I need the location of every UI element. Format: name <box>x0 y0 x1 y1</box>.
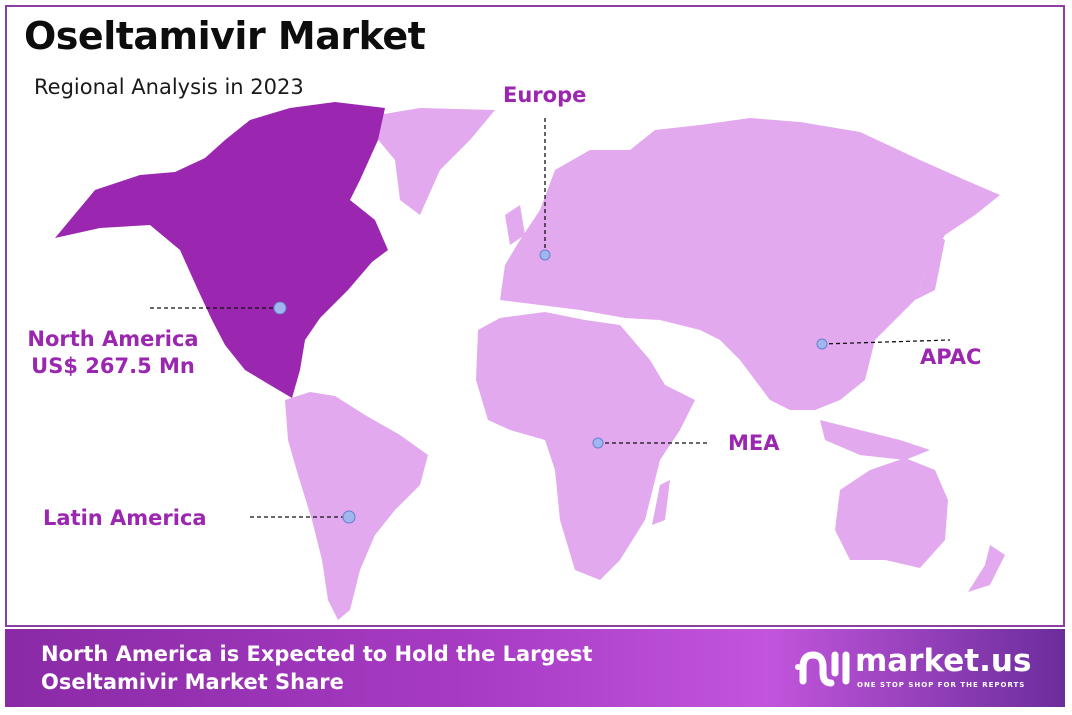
label-latin-america: Latin America <box>43 506 207 530</box>
logo-mark-icon <box>795 651 850 687</box>
market-us-logo: market.us ONE STOP SHOP FOR THE REPORTS <box>795 643 1031 695</box>
footer-line-2: Oseltamivir Market Share <box>41 670 344 694</box>
marker-mea <box>592 437 604 449</box>
eurasia <box>500 118 1000 410</box>
footer-banner: North America is Expected to Hold the La… <box>5 629 1065 707</box>
marker-europe <box>539 249 551 261</box>
footer-line-1: North America is Expected to Hold the La… <box>41 642 593 666</box>
footer-text: North America is Expected to Hold the La… <box>41 640 592 696</box>
africa <box>476 312 695 580</box>
greenland <box>360 108 495 215</box>
label-europe: Europe <box>503 83 587 107</box>
australia <box>835 458 948 568</box>
chart-frame <box>5 5 1065 627</box>
world-map <box>55 102 1005 620</box>
label-north-america: North America US$ 267.5 Mn <box>18 326 208 380</box>
logo-name: market.us <box>855 643 1032 679</box>
north-america <box>55 102 388 398</box>
logo-tagline: ONE STOP SHOP FOR THE REPORTS <box>857 681 1026 689</box>
marker-latin-america <box>342 510 356 524</box>
japan <box>915 230 945 300</box>
leader-line-apac <box>821 339 951 345</box>
label-apac: APAC <box>920 345 982 369</box>
label-north-america-name: North America <box>27 327 199 351</box>
marker-apac <box>816 338 828 350</box>
uk <box>505 205 525 245</box>
label-mea: MEA <box>728 431 780 455</box>
page-title: Oseltamivir Market <box>24 14 426 58</box>
label-north-america-value: US$ 267.5 Mn <box>31 354 195 378</box>
page-subtitle: Regional Analysis in 2023 <box>34 75 304 99</box>
marker-north-america <box>273 301 287 315</box>
new-zealand <box>968 545 1005 592</box>
south-america <box>285 392 428 620</box>
se-asia-islands <box>820 420 930 460</box>
madagascar <box>652 480 670 525</box>
